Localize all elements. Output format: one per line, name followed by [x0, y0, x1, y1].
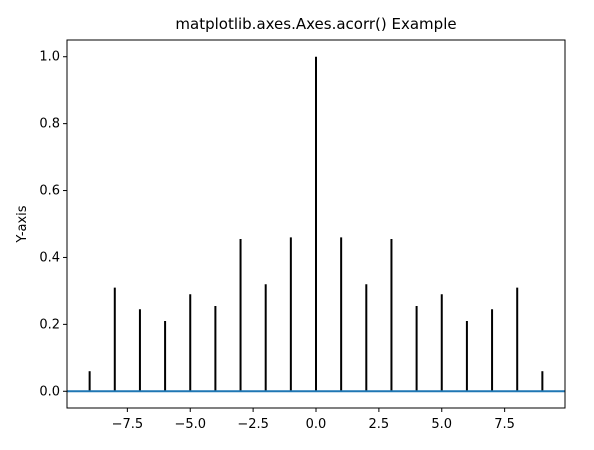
- y-tick-label: 0.4: [39, 250, 60, 265]
- x-tick-label: 2.5: [369, 417, 390, 432]
- axes-frame: [66, 39, 566, 409]
- y-tick-label: 1.0: [39, 50, 60, 65]
- y-tick-label: 0.8: [39, 117, 60, 132]
- x-tick-label: 5.0: [431, 417, 452, 432]
- chart-title: matplotlib.axes.Axes.acorr() Example: [175, 15, 456, 33]
- x-tick-label: −5.0: [174, 417, 206, 432]
- x-tick-label: −2.5: [237, 417, 269, 432]
- y-tick-label: 0.6: [39, 184, 60, 199]
- x-tick-label: −7.5: [112, 417, 144, 432]
- y-tick-label: 0.2: [39, 317, 60, 332]
- y-tick-label: 0.0: [39, 384, 60, 399]
- y-axis-label: Y-axis: [15, 205, 30, 243]
- x-tick-label: 0.0: [306, 417, 327, 432]
- x-tick-label: 7.5: [494, 417, 515, 432]
- plot-area: −7.5 −5.0 −2.5 0.0 2.5 5.0 7.5 0.0 0.2 0.4 0.6 0.8 1…: [39, 50, 565, 432]
